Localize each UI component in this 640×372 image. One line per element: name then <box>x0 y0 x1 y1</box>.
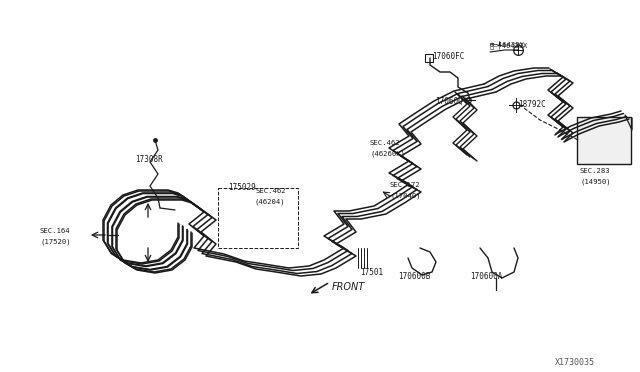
Text: 17060Q: 17060Q <box>435 97 463 106</box>
Text: ⭕—╇46439X: ⭕—╇46439X <box>490 42 528 50</box>
Text: FRONT: FRONT <box>332 282 365 292</box>
Text: SEC.172: SEC.172 <box>390 182 420 188</box>
Text: 18792C: 18792C <box>518 100 546 109</box>
Text: 17060FC: 17060FC <box>432 52 465 61</box>
Text: SEC.462: SEC.462 <box>255 188 285 194</box>
Text: SEC.164: SEC.164 <box>40 228 70 234</box>
Text: SEC.462: SEC.462 <box>370 140 401 146</box>
Text: (46204): (46204) <box>255 198 285 205</box>
Text: 17308R: 17308R <box>135 155 163 164</box>
Text: (14950): (14950) <box>580 178 611 185</box>
Text: (46260X): (46260X) <box>370 150 405 157</box>
Text: 175029: 175029 <box>228 183 256 192</box>
Text: (17520): (17520) <box>40 238 70 244</box>
Text: X1730035: X1730035 <box>555 358 595 367</box>
Text: ⊕─46439X: ⊕─46439X <box>490 42 525 48</box>
Text: 170600A: 170600A <box>470 272 502 281</box>
Bar <box>425 54 433 62</box>
Text: SEC.283: SEC.283 <box>580 168 611 174</box>
Text: (17040): (17040) <box>390 192 420 199</box>
Text: 170600B: 170600B <box>398 272 430 281</box>
Bar <box>218 188 298 248</box>
FancyBboxPatch shape <box>577 117 631 164</box>
Text: 17501: 17501 <box>360 268 383 277</box>
